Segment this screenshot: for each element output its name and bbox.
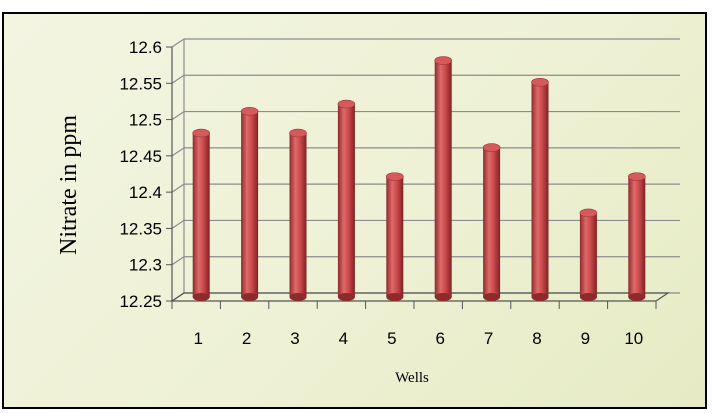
bar-base — [434, 293, 452, 301]
bar — [579, 208, 598, 301]
y-tick-label: 12.45 — [119, 147, 162, 166]
bar — [531, 77, 549, 301]
gridline-depth — [171, 147, 185, 157]
gridline-depth — [171, 38, 185, 48]
bar-top — [531, 77, 549, 87]
x-tick-label: 4 — [339, 329, 348, 348]
bar — [337, 99, 356, 301]
bar-top — [240, 107, 259, 116]
bar-base — [628, 293, 646, 301]
bar — [385, 172, 404, 301]
y-tick-label: 12.35 — [119, 219, 162, 238]
bar-base — [241, 293, 259, 301]
bar — [240, 107, 259, 301]
y-tick-label: 12.5 — [129, 111, 162, 130]
bar-base — [483, 293, 501, 301]
x-tick-label: 3 — [290, 329, 299, 348]
gridline-depth — [171, 74, 185, 84]
bar-body — [241, 111, 259, 297]
bar-body — [483, 147, 501, 297]
x-tick-label: 5 — [387, 329, 396, 348]
x-tick-label: 1 — [193, 329, 202, 348]
bar-body — [289, 133, 307, 297]
bar-body — [434, 60, 452, 298]
bar-base — [531, 293, 549, 301]
bar — [434, 56, 453, 301]
bar-top — [579, 208, 598, 218]
floor — [170, 292, 670, 302]
bar-body — [579, 212, 597, 297]
y-axis-title: Nitrate in ppm — [56, 115, 82, 255]
gridline-depth — [171, 111, 185, 121]
bar — [482, 143, 501, 301]
bar-top — [434, 56, 453, 65]
bar-top — [192, 128, 210, 138]
y-tick-label: 12.4 — [129, 183, 162, 202]
x-tick-label: 9 — [581, 329, 590, 348]
bar — [192, 128, 210, 301]
bar-top — [337, 99, 356, 109]
bar-base — [289, 293, 307, 301]
gridline-depth — [171, 256, 185, 266]
gridline-depth — [171, 183, 185, 193]
bar-base — [192, 293, 210, 301]
bar-top — [289, 128, 307, 138]
y-tick-label: 12.3 — [129, 256, 162, 275]
y-tick-label: 12.6 — [129, 38, 162, 57]
bar-body — [531, 82, 549, 298]
x-tick-label: 8 — [532, 329, 541, 348]
bar-body — [337, 104, 355, 297]
bar-top — [627, 172, 646, 181]
bar-base — [579, 293, 597, 301]
bar — [627, 172, 646, 301]
x-tick-label: 10 — [624, 329, 643, 348]
gridline-depth — [171, 219, 185, 229]
bar-base — [386, 293, 404, 301]
bar-top — [482, 143, 501, 152]
bar-top — [385, 172, 404, 181]
bar-body — [192, 133, 210, 297]
y-tick-label: 12.25 — [119, 292, 162, 311]
x-tick-label: 2 — [242, 329, 251, 348]
x-tick-label: 7 — [484, 329, 493, 348]
bar — [289, 128, 307, 301]
x-axis-title: Wells — [395, 370, 429, 386]
x-tick-label: 6 — [435, 329, 444, 348]
bar-body — [628, 176, 646, 297]
y-tick-label: 12.55 — [119, 74, 162, 93]
bar-base — [337, 293, 355, 301]
bar-body — [386, 176, 404, 297]
